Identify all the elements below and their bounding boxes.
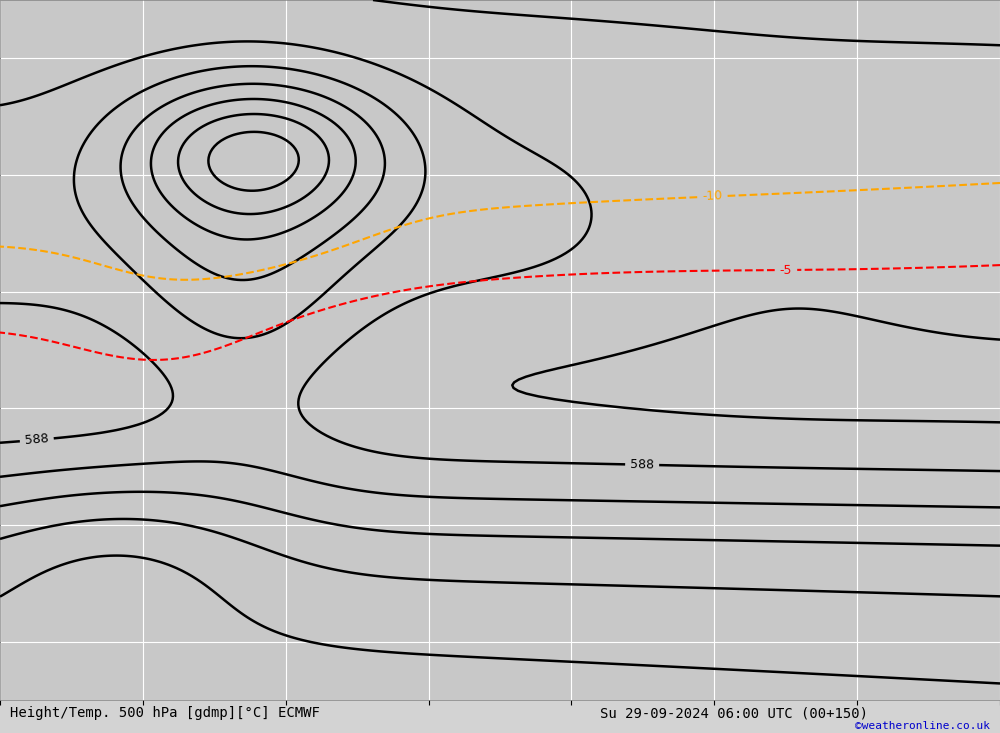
Text: ©weatheronline.co.uk: ©weatheronline.co.uk <box>855 721 990 732</box>
Text: Su 29-09-2024 06:00 UTC (00+150): Su 29-09-2024 06:00 UTC (00+150) <box>600 706 868 721</box>
Text: -5: -5 <box>780 263 792 276</box>
Text: 588: 588 <box>630 458 654 471</box>
Text: -10: -10 <box>702 190 723 204</box>
Text: Height/Temp. 500 hPa [gdmp][°C] ECMWF: Height/Temp. 500 hPa [gdmp][°C] ECMWF <box>10 706 320 721</box>
Text: 588: 588 <box>24 432 49 447</box>
